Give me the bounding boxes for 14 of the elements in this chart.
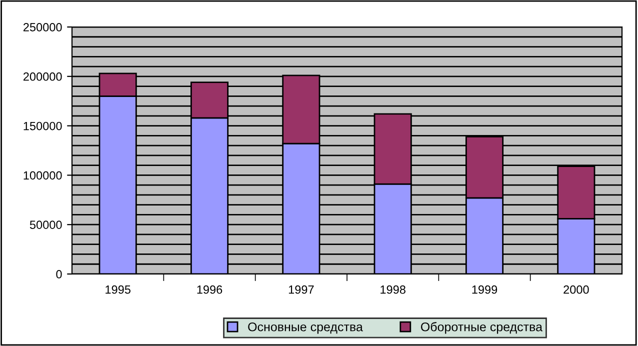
x-tick-label: 1997 bbox=[288, 285, 314, 294]
legend-label: Оборотные средства bbox=[420, 322, 542, 334]
x-tick-label: 1999 bbox=[472, 285, 498, 294]
y-tick-label: 200000 bbox=[23, 72, 62, 81]
y-tick-label: 0 bbox=[56, 270, 62, 278]
y-tick-label: 250000 bbox=[23, 23, 62, 32]
legend-label: Основные средства bbox=[248, 322, 363, 334]
x-tick-label: 2000 bbox=[564, 285, 589, 294]
x-tick-label: 1998 bbox=[380, 285, 406, 294]
y-tick-label: 50000 bbox=[30, 220, 62, 229]
y-tick-label: 150000 bbox=[24, 122, 62, 130]
y-tick-label: 100000 bbox=[24, 171, 62, 180]
x-tick-label: 1995 bbox=[106, 285, 130, 294]
x-tick-label: 1996 bbox=[197, 285, 222, 294]
